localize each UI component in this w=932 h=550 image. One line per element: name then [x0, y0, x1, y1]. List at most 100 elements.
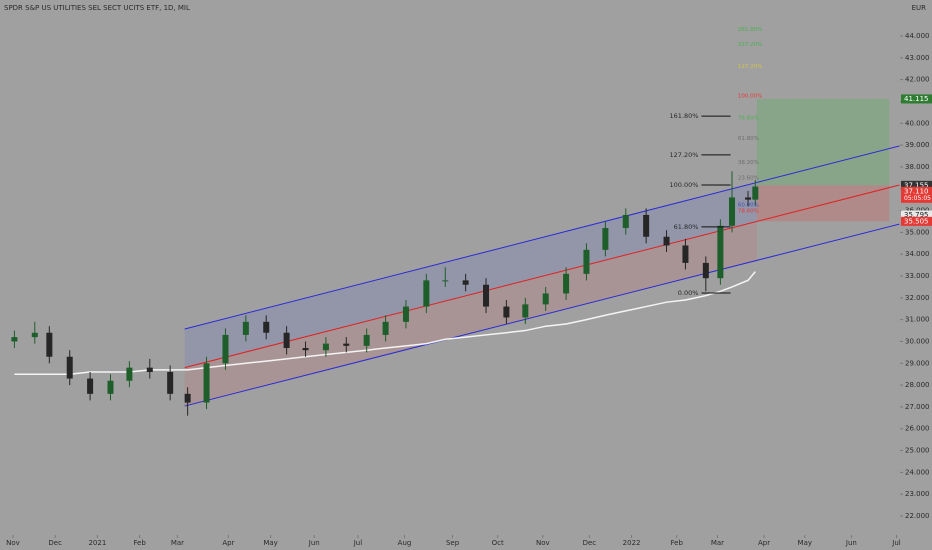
- price-tag-label: 35.505: [904, 217, 929, 225]
- x-tick-label: Aug: [398, 539, 412, 547]
- x-tick-label: Feb: [133, 539, 146, 547]
- candle-body: [729, 197, 736, 226]
- fib-label-small: 127.20%: [738, 64, 762, 70]
- x-tick-label: Nov: [6, 539, 20, 547]
- candle-body: [382, 321, 389, 335]
- price-tag: [901, 210, 932, 220]
- channel-fill-upper: [184, 182, 757, 368]
- position-target: [756, 98, 890, 186]
- x-tick-label: Jul: [353, 539, 363, 547]
- candle-body: [402, 306, 409, 322]
- fib-label: 0.00%: [678, 289, 699, 297]
- candle-body: [322, 343, 329, 351]
- candle-body: [31, 332, 38, 338]
- trend-line: [184, 184, 900, 369]
- candle-body: [363, 334, 370, 346]
- price-tag: [901, 94, 932, 104]
- y-tick-label: 22.000: [905, 512, 930, 520]
- fib-label: 161.80%: [670, 112, 699, 120]
- x-tick-label: Mar: [711, 539, 724, 547]
- candle-body: [46, 332, 53, 357]
- candle-body: [622, 214, 629, 229]
- moving-average: [14, 271, 756, 375]
- fib-label-small: 100.00%: [738, 94, 762, 100]
- y-tick-label: 28.000: [905, 381, 930, 389]
- x-tick-label: May: [798, 539, 812, 547]
- y-tick-label: 34.000: [905, 250, 930, 258]
- y-tick-label: 44.000: [905, 32, 930, 40]
- x-tick-label: Apr: [222, 539, 234, 547]
- candle-body: [752, 186, 759, 200]
- fib-label-small: 78.60%: [738, 116, 759, 122]
- candle-body: [203, 363, 210, 403]
- candle-body: [222, 334, 229, 364]
- fib-label-small: 61.80%: [738, 136, 759, 142]
- y-tick-label: 26.000: [905, 425, 930, 433]
- y-tick-label: 43.000: [905, 54, 930, 62]
- x-tick-label: Mar: [171, 539, 184, 547]
- price-tag-label: 41.115: [904, 95, 929, 103]
- y-tick-label: 42.000: [905, 76, 930, 84]
- y-tick-label: 33.000: [905, 272, 930, 280]
- currency: EUR: [912, 4, 927, 12]
- candle-body: [663, 236, 670, 246]
- candle-body: [602, 228, 609, 250]
- candle-body: [542, 293, 549, 305]
- candle-body: [167, 372, 174, 394]
- candle-body: [11, 337, 18, 342]
- y-tick-label: 29.000: [905, 359, 930, 367]
- y-tick-label: 32.000: [905, 294, 930, 302]
- x-tick-label: Feb: [671, 539, 684, 547]
- candle-body: [483, 284, 490, 307]
- price-tag-label: 37.110: [904, 187, 929, 195]
- candle-body: [423, 280, 430, 307]
- chart-title: SPDR S&P US UTILITIES SEL SECT UCITS ETF…: [4, 4, 190, 12]
- candle-body: [522, 304, 529, 318]
- y-tick-label: 31.000: [905, 316, 930, 324]
- price-countdown: 05:05:05: [904, 195, 931, 202]
- y-tick-label: 23.000: [905, 490, 930, 498]
- y-tick-label: 25.000: [905, 447, 930, 455]
- candle-body: [503, 306, 510, 318]
- x-tick-label: Jun: [308, 539, 320, 547]
- x-tick-label: Jul: [891, 539, 901, 547]
- candle-body: [184, 393, 191, 403]
- fib-label-small: 23.60%: [738, 175, 759, 181]
- candle-body: [283, 332, 290, 349]
- candle-body: [442, 280, 449, 282]
- candle-body: [583, 249, 590, 274]
- fib-label-small: 78.60%: [738, 208, 759, 214]
- fib-label: 127.20%: [670, 151, 699, 159]
- candle-body: [563, 273, 570, 294]
- price-tag-label: 35.795: [904, 211, 929, 219]
- price-tag-label: 37.155: [904, 181, 929, 189]
- x-tick-label: Apr: [758, 539, 770, 547]
- candle-body: [702, 262, 709, 279]
- y-tick-label: 38.000: [905, 163, 930, 171]
- y-tick-label: 24.000: [905, 468, 930, 476]
- candle-body: [146, 367, 153, 373]
- x-tick-label: 2021: [88, 539, 106, 547]
- candle-body: [107, 380, 114, 394]
- y-tick-label: 35.000: [905, 228, 930, 236]
- candle-body: [126, 367, 133, 381]
- candle-body: [643, 214, 650, 237]
- candle-body: [87, 378, 94, 394]
- channel-fill-lower: [184, 221, 757, 407]
- candle-body: [745, 197, 752, 200]
- candle-body: [343, 343, 350, 346]
- price-tag: [901, 216, 932, 226]
- price-tag: [901, 186, 932, 203]
- x-tick-label: 2022: [623, 539, 641, 547]
- x-tick-label: Dec: [48, 539, 62, 547]
- x-tick-label: May: [263, 539, 277, 547]
- trend-line: [184, 145, 900, 330]
- x-tick-label: Jun: [845, 539, 857, 547]
- fib-label-small: 261.80%: [738, 27, 762, 33]
- fib-label: 61.80%: [674, 223, 699, 231]
- y-tick-label: 39.000: [905, 141, 930, 149]
- candle-body: [242, 321, 249, 335]
- x-tick-label: Nov: [536, 539, 550, 547]
- fib-label-small: 227.20%: [738, 42, 762, 48]
